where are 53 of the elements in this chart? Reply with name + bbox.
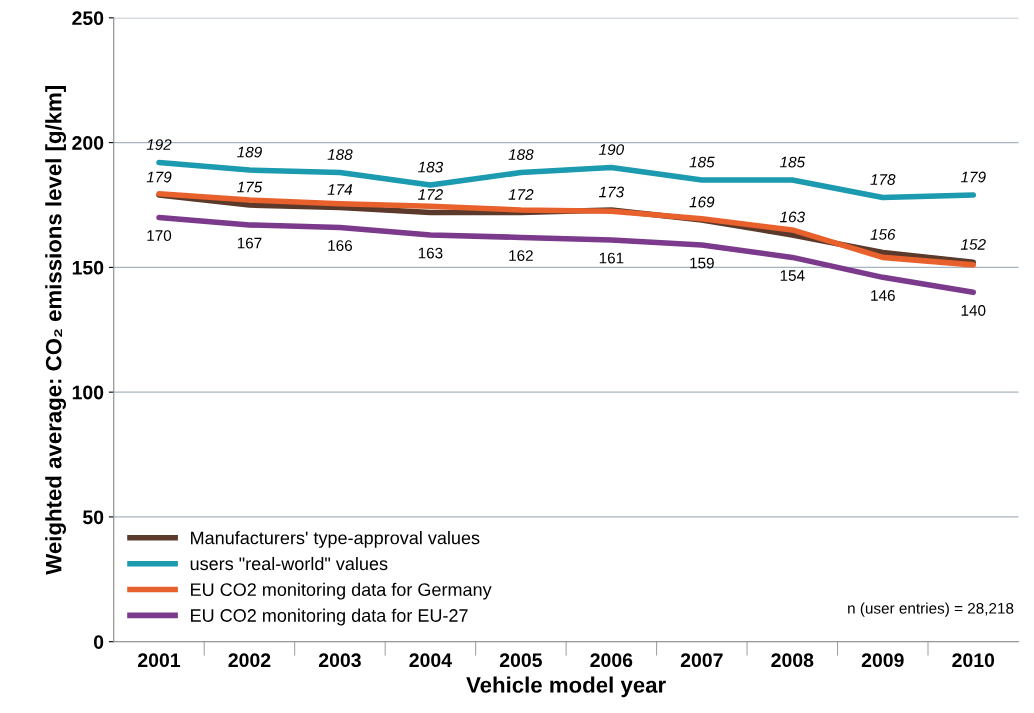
data-label: 178 bbox=[870, 174, 896, 185]
data-label: 166 bbox=[328, 240, 352, 251]
data-label: 170 bbox=[147, 230, 172, 242]
y-tick-label: 150 bbox=[72, 260, 104, 275]
data-label: 173 bbox=[599, 186, 624, 198]
data-label: 159 bbox=[690, 257, 714, 269]
data-label: 154 bbox=[780, 270, 805, 281]
y-tick-label: 50 bbox=[82, 510, 104, 525]
data-label: 192 bbox=[146, 139, 172, 150]
data-label: 140 bbox=[961, 305, 986, 316]
data-label: 161 bbox=[599, 252, 624, 264]
x-axis-title: Vehicle model year bbox=[466, 676, 666, 698]
x-tick-label: 2010 bbox=[952, 653, 995, 668]
data-label: 163 bbox=[418, 247, 443, 259]
x-tick-label: 2001 bbox=[138, 653, 181, 668]
x-tick-label: 2002 bbox=[228, 653, 271, 668]
data-label: 167 bbox=[237, 237, 262, 249]
x-tick-label: 2009 bbox=[861, 653, 904, 668]
y-tick-label: 250 bbox=[72, 11, 104, 26]
data-label: 172 bbox=[418, 189, 443, 200]
x-tick-label: 2005 bbox=[499, 653, 542, 668]
data-label: 175 bbox=[237, 181, 263, 193]
x-tick-label: 2003 bbox=[318, 653, 361, 668]
data-label: 185 bbox=[689, 156, 715, 168]
data-label: 188 bbox=[327, 149, 353, 160]
data-label: 162 bbox=[509, 250, 533, 261]
y-axis-title: Weighted average: CO₂ emissions level [g/km] bbox=[45, 86, 67, 575]
data-label: 146 bbox=[871, 290, 895, 301]
legend-label: Manufacturers' type-approval values bbox=[191, 531, 480, 548]
y-tick-label: 0 bbox=[93, 635, 104, 649]
x-tick-label: 2006 bbox=[590, 653, 633, 668]
x-tick-label: 2007 bbox=[680, 653, 723, 668]
legend-label: EU CO2 monitoring data for Germany bbox=[191, 582, 492, 600]
data-label: 185 bbox=[779, 156, 806, 168]
data-label: 179 bbox=[960, 171, 986, 183]
y-tick-label: 100 bbox=[72, 385, 104, 400]
data-label: 174 bbox=[327, 184, 353, 195]
x-tick-label: 2008 bbox=[771, 653, 814, 668]
annotation: n (user entries) = 28,218 bbox=[848, 602, 1014, 617]
data-label: 163 bbox=[779, 211, 805, 223]
x-tick-label: 2004 bbox=[409, 653, 452, 668]
data-label: 183 bbox=[418, 161, 444, 173]
data-label: 188 bbox=[508, 149, 534, 160]
data-label: 156 bbox=[870, 229, 896, 240]
data-label: 172 bbox=[508, 189, 534, 200]
data-label: 169 bbox=[689, 196, 715, 208]
data-label: 152 bbox=[960, 239, 986, 250]
legend-label: users "real-world" values bbox=[190, 556, 388, 571]
data-label: 189 bbox=[237, 146, 262, 158]
data-label: 190 bbox=[599, 144, 624, 155]
y-tick-label: 200 bbox=[72, 136, 104, 150]
legend-label: EU CO2 monitoring data for EU-27 bbox=[191, 608, 468, 626]
data-label: 179 bbox=[146, 171, 172, 183]
